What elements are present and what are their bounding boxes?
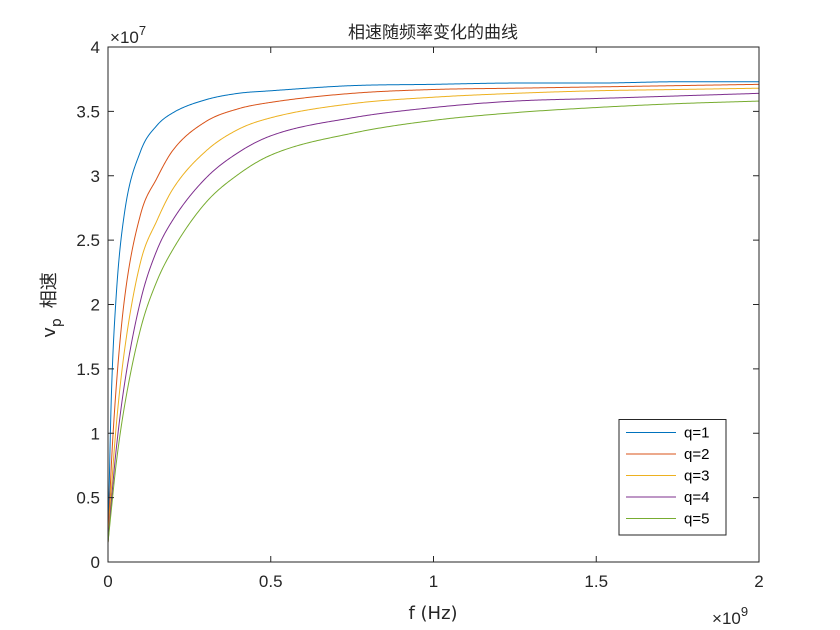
x-multiplier: ×109 [712, 604, 748, 628]
y-tick-label: 3.5 [76, 102, 100, 121]
y-tick-label: 0.5 [76, 489, 100, 508]
legend-label-q3: q=3 [684, 468, 709, 485]
y-multiplier-exp: 7 [139, 23, 146, 38]
y-tick-label: 2 [91, 296, 100, 315]
svg-text:×109: ×109 [712, 604, 748, 628]
x-tick-label: 1.5 [584, 572, 608, 591]
svg-text:×107: ×107 [110, 23, 146, 47]
y-tick-label: 1 [91, 424, 100, 443]
y-tick-label: 1.5 [76, 360, 100, 379]
y-tick-label: 4 [91, 38, 100, 57]
y-axis-title: vp 相速 [39, 272, 65, 338]
chart-title: 相速随频率变化的曲线 [348, 23, 518, 43]
x-multiplier-exp: 9 [741, 604, 748, 619]
series-line-q2 [107, 83, 760, 543]
y-tick-label: 2.5 [76, 231, 100, 250]
series-line-q4 [107, 92, 760, 543]
y-axis-title-sub: p [49, 318, 65, 327]
y-tick-label: 0 [91, 553, 100, 572]
legend-box [618, 419, 727, 536]
y-multiplier: ×107 [110, 23, 146, 47]
legend-label-q1: q=1 [684, 425, 709, 442]
labels-group: 0 0.5 1 1.5 2 0 0.5 1 1.5 2 2.5 3 3.5 4 [76, 38, 763, 591]
legend-label-q4: q=4 [684, 489, 709, 506]
y-tick-label: 3 [91, 167, 100, 186]
y-axis-title-main: v [39, 327, 60, 338]
legend: q=1 q=2 q=3 q=4 q=5 [618, 419, 727, 536]
legend-label-q2: q=2 [684, 446, 709, 463]
legend-label-q5: q=5 [684, 511, 709, 528]
y-axis-title-cjk: 相速 [39, 272, 60, 308]
x-tick-label: 0 [103, 572, 112, 591]
x-multiplier-base: 10 [722, 609, 741, 628]
y-multiplier-base: 10 [120, 28, 139, 47]
series-line-q3 [107, 87, 760, 543]
x-tick-label: 1 [429, 572, 438, 591]
plot-box [107, 46, 760, 563]
x-tick-label: 0.5 [259, 572, 283, 591]
series-group [107, 81, 760, 543]
series-line-q1 [107, 81, 759, 543]
x-tick-label: 2 [754, 572, 763, 591]
svg-text:vp相速: vp 相速 [39, 272, 65, 338]
series-line-q5 [107, 100, 760, 543]
x-axis-title: f (Hz) [408, 603, 457, 624]
